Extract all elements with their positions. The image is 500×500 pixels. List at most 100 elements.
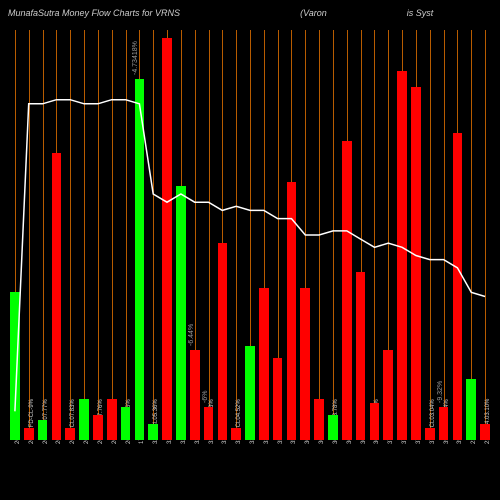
grid-line — [112, 30, 113, 440]
x-label-slot: 35.03 CL04.27% — [285, 442, 299, 500]
bar-value-label: -4.73418% — [132, 41, 139, 75]
x-label-slot: 39.49 14.03.19% — [451, 442, 465, 500]
x-label-slot: 33.77 CL04.52% — [229, 442, 243, 500]
bar — [411, 87, 421, 440]
bar-slot — [63, 30, 77, 440]
x-label-slot: 20.86 CL07.90% — [49, 442, 63, 500]
bar: -6.44% — [190, 350, 200, 440]
bar — [356, 272, 366, 440]
bar-value-label: -6.44% — [188, 324, 195, 346]
x-label-slot: 39.43 CL03.04% — [437, 442, 451, 500]
x-label-slot: 32.53 CL05.36% — [146, 442, 160, 500]
bar-slot — [451, 30, 465, 440]
bar-slot — [257, 30, 271, 440]
bar — [425, 428, 435, 440]
grid-line — [333, 30, 334, 440]
x-label-slot: 32.34 CL04.90% — [160, 442, 174, 500]
x-label-slot: 35.87 CL04.37% — [271, 442, 285, 500]
bar — [287, 182, 297, 440]
x-label-slot: 37.25 CL03.04% — [423, 442, 437, 500]
x-label-slot: 36.76 CL03.64% — [368, 442, 382, 500]
bar-slot — [174, 30, 188, 440]
bar-slot — [160, 30, 174, 440]
bar-slot — [49, 30, 63, 440]
header-end: is Syst — [407, 8, 434, 18]
bar — [300, 288, 310, 440]
grid-line — [43, 30, 44, 440]
bar-slot — [340, 30, 354, 440]
x-label-slot: 37.68 CL03.44% — [395, 442, 409, 500]
bar-slot — [119, 30, 133, 440]
x-label-slot: 23.94 14.03.10% — [464, 442, 478, 500]
x-label-slot: 23.84 14.03.10% — [478, 442, 492, 500]
grid-line — [126, 30, 127, 440]
header-mid: (Varon — [300, 8, 327, 18]
x-label-slot: 20.83 CL07.83% — [77, 442, 91, 500]
x-label-slot: 20.92 FD-CL-9% — [8, 442, 22, 500]
bar: -9.32% — [439, 407, 449, 440]
bar-slot: -6% — [202, 30, 216, 440]
bar — [218, 243, 228, 440]
bar — [148, 424, 158, 440]
x-label-slot: 20.95 CL07.76% — [91, 442, 105, 500]
bar-slot — [285, 30, 299, 440]
x-label-slot: 37.33 CL03.04% — [409, 442, 423, 500]
bar — [342, 141, 352, 440]
bar — [259, 288, 269, 440]
bar-slot — [478, 30, 492, 440]
bar-value-label: -9.32% — [437, 381, 444, 403]
bar — [328, 415, 338, 440]
grid-line — [374, 30, 375, 440]
bar — [245, 346, 255, 440]
bar — [383, 350, 393, 440]
x-label-slot: 32.44 CL04.50% — [188, 442, 202, 500]
bar: -6% — [204, 407, 214, 440]
bar-value-label: -6% — [202, 391, 209, 403]
x-axis-labels: 20.92 FD-CL-9%20.32 FD-CL-9%20.82 CL07.7… — [8, 442, 492, 500]
grid-line — [84, 30, 85, 440]
bar-slot — [298, 30, 312, 440]
bar — [466, 379, 476, 441]
bar — [397, 71, 407, 440]
bar — [370, 403, 380, 440]
bar-slot — [395, 30, 409, 440]
grid-line — [430, 30, 431, 440]
bar — [176, 186, 186, 440]
grid-line — [444, 30, 445, 440]
bar-slot — [22, 30, 36, 440]
grid-line — [236, 30, 237, 440]
bar-slot — [381, 30, 395, 440]
x-label-slot: 20.64 CL07.76% — [119, 442, 133, 500]
x-label-slot: 33.75 CL04.47% — [243, 442, 257, 500]
grid-line — [209, 30, 210, 440]
bar-slot — [464, 30, 478, 440]
grid-line — [98, 30, 99, 440]
bar-slot — [229, 30, 243, 440]
bar — [453, 133, 463, 441]
x-label-slot: 36.03 CL03.78% — [340, 442, 354, 500]
bar — [93, 415, 103, 440]
bar-slot — [312, 30, 326, 440]
grid-line — [153, 30, 154, 440]
bar-slot — [215, 30, 229, 440]
bars-container: -4.73418%-6.44%-6%-9.32% — [8, 30, 492, 440]
bar — [65, 428, 75, 440]
x-label-slot: 17.97 CL05.30% — [132, 442, 146, 500]
bar-slot — [423, 30, 437, 440]
bar-slot — [354, 30, 368, 440]
bar — [24, 428, 34, 440]
bar-slot: -9.32% — [437, 30, 451, 440]
bar-slot — [326, 30, 340, 440]
bar — [314, 399, 324, 440]
x-label-slot: 20.82 CL07.77% — [36, 442, 50, 500]
chart-header: MunafaSutra Money Flow Charts for VRNS (… — [8, 8, 492, 18]
chart-container: MunafaSutra Money Flow Charts for VRNS (… — [0, 0, 500, 500]
bar: -4.73418% — [135, 79, 145, 440]
x-label-slot: 36.86 CL03.74% — [354, 442, 368, 500]
bar — [162, 38, 172, 440]
bar-slot — [243, 30, 257, 440]
bar-slot — [409, 30, 423, 440]
bar — [38, 420, 48, 441]
x-label-slot: 33.53 CL04.47% — [215, 442, 229, 500]
x-label-slot: 36.43 CL03.88% — [312, 442, 326, 500]
